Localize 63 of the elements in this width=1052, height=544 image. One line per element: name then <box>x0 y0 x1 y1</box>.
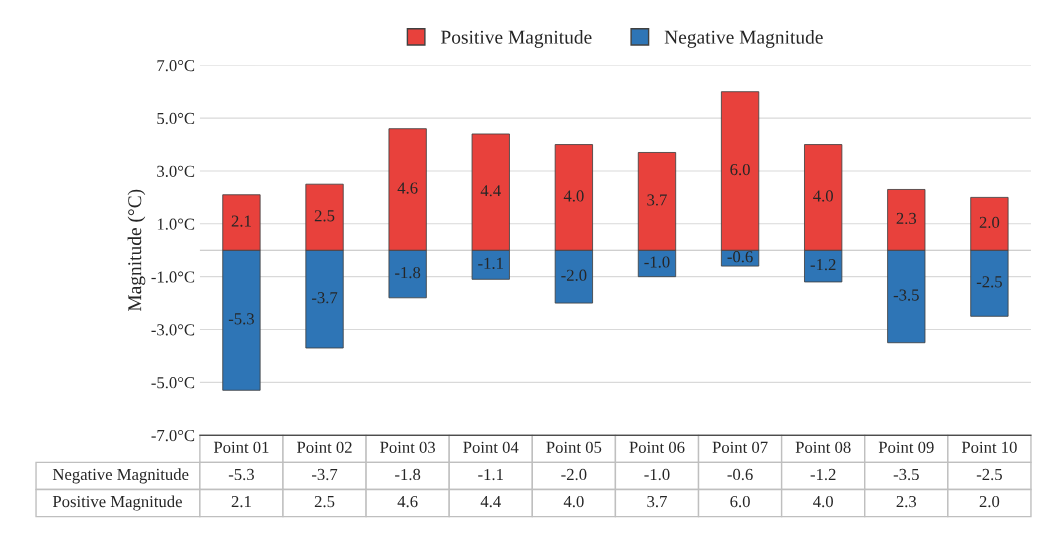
data-label: 2.1 <box>231 495 251 508</box>
text: -3.7 <box>311 292 338 304</box>
y-tick-label: 3.0°C <box>157 165 195 177</box>
text: -3.5 <box>893 289 919 301</box>
text: 4.6 <box>397 182 418 194</box>
text: -2.0 <box>561 269 587 281</box>
data-label: -0.6 <box>727 468 753 481</box>
text: 4.4 <box>480 185 501 197</box>
data-label: 4.0 <box>813 495 833 508</box>
x-tick-label: Point 07 <box>712 441 768 453</box>
data-label: -1.8 <box>395 468 421 481</box>
data-label: -1.0 <box>644 468 670 481</box>
x-tick-label: Point 05 <box>546 441 602 453</box>
data-label: -3.7 <box>311 468 338 481</box>
y-tick-label: -5.0°C <box>151 377 195 389</box>
text: -1.2 <box>810 259 836 271</box>
x-tick-label: Point 06 <box>629 441 685 453</box>
x-tick-label: Point 08 <box>795 441 851 453</box>
text: -2.5 <box>976 276 1002 288</box>
data-label: 2.5 <box>314 495 335 508</box>
x-tick-label: Point 04 <box>463 441 519 453</box>
text: Negative Magnitude <box>52 468 189 484</box>
data-label: 2.3 <box>896 495 917 508</box>
legend-label: Positive Magnitude <box>441 30 592 48</box>
y-tick-label: -3.0°C <box>151 324 195 336</box>
data-label: 2.0 <box>979 495 1000 508</box>
text: 3.7 <box>647 194 667 206</box>
data-label: 4.0 <box>563 495 584 508</box>
text: 2.5 <box>314 210 335 222</box>
text: -5.3 <box>228 313 254 325</box>
text: 4.0 <box>813 190 833 202</box>
data-label: -1.1 <box>478 468 503 481</box>
y-tick-label: 1.0°C <box>157 218 195 230</box>
text: -1.1 <box>478 257 503 270</box>
y-axis-title: Magnitude (°C) <box>127 189 146 312</box>
data-label: 4.4 <box>480 496 501 508</box>
x-tick-label: Point 02 <box>297 441 352 453</box>
data-label: -3.5 <box>893 468 919 481</box>
x-tick-label: Point 01 <box>213 441 269 453</box>
data-label: 4.6 <box>397 495 418 508</box>
legend-label: Negative Magnitude <box>664 30 823 48</box>
y-tick-label: 5.0°C <box>157 112 195 125</box>
y-tick-label: -7.0°C <box>151 429 195 442</box>
data-label: -1.2 <box>810 468 836 481</box>
text: 4.0 <box>563 190 584 202</box>
text: -1.8 <box>395 266 421 279</box>
text: 2.3 <box>896 212 917 225</box>
text: -1.0 <box>644 256 670 268</box>
x-tick-label: Point 09 <box>878 441 934 453</box>
text: 2.1 <box>231 215 251 227</box>
data-label: 3.7 <box>647 495 667 508</box>
data-label: -2.5 <box>976 468 1002 481</box>
text: Positive Magnitude <box>52 495 182 511</box>
data-label: 6.0 <box>730 495 750 508</box>
y-tick-label: -1.0°C <box>151 271 195 283</box>
y-tick-label: 7.0°C <box>157 59 195 72</box>
text: 6.0 <box>730 163 750 176</box>
text: -0.6 <box>727 251 753 263</box>
data-label: -5.3 <box>228 468 254 481</box>
data-label: -2.0 <box>561 468 587 481</box>
text: 2.0 <box>979 216 1000 229</box>
x-tick-label: Point 03 <box>380 441 436 453</box>
x-tick-label: Point 10 <box>961 441 1017 453</box>
